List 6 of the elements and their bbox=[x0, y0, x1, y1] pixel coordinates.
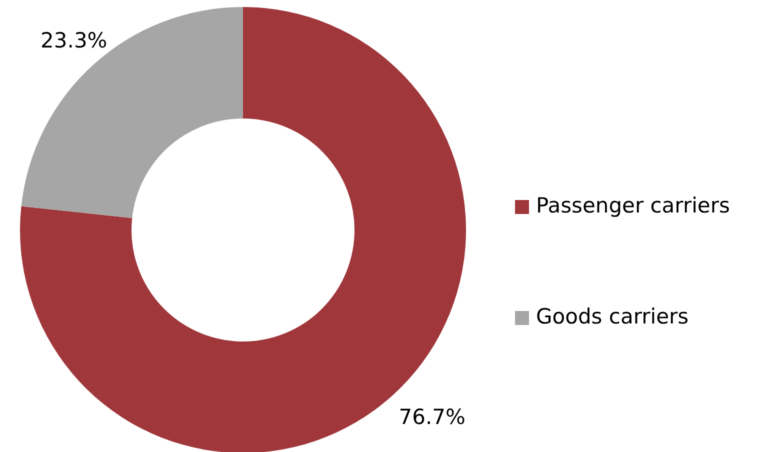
donut-slice bbox=[20, 7, 466, 452]
data-label: 76.7% bbox=[398, 404, 466, 429]
legend-label: Passenger carriers bbox=[536, 194, 730, 218]
legend-label: Goods carriers bbox=[536, 304, 689, 329]
data-label: 23.3% bbox=[40, 28, 108, 53]
donut-slice bbox=[21, 7, 243, 218]
